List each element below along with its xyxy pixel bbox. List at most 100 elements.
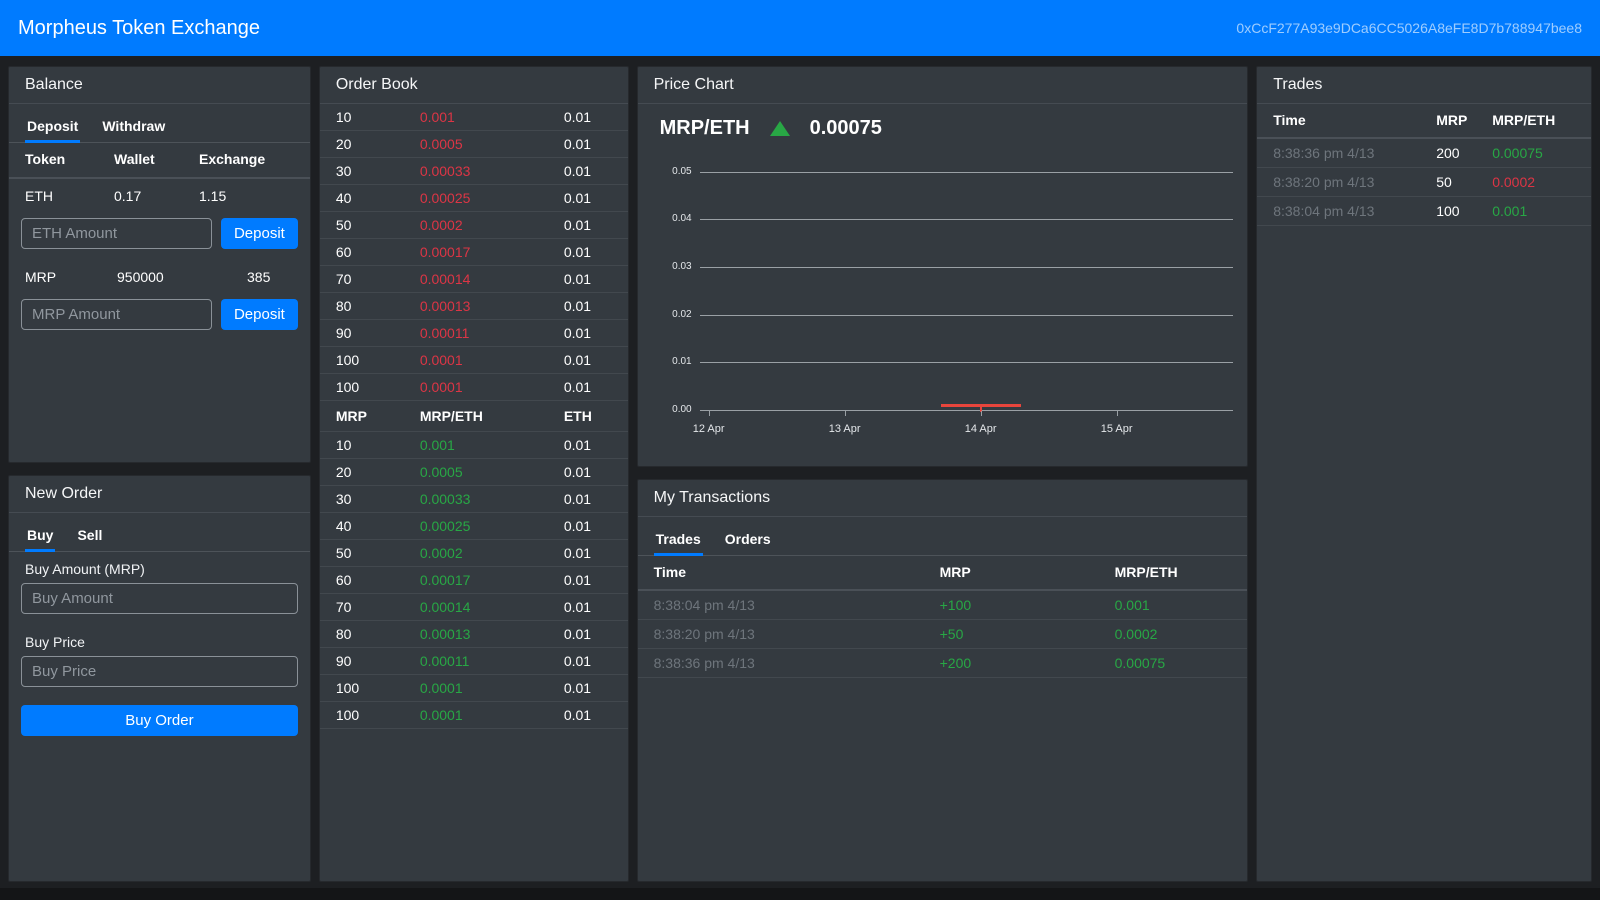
trades-card: Trades Time MRP MRP/ETH 8:38:36 pm 4/13 …	[1256, 66, 1592, 882]
tab-orders[interactable]: Orders	[724, 531, 771, 547]
buy-order-row[interactable]: 30 0.00033 0.01	[319, 486, 628, 513]
x-tick-label: 15 Apr	[1100, 423, 1133, 435]
buy-order-button[interactable]: Buy Order	[21, 705, 298, 736]
order-book-title: Order Book	[319, 67, 628, 104]
order-eth: 0.01	[563, 379, 592, 395]
trade-amount: 200	[1436, 145, 1460, 161]
sell-order-row[interactable]: 10 0.001 0.01	[319, 104, 628, 131]
tab-trades[interactable]: Trades	[653, 525, 703, 556]
buy-order-row[interactable]: 20 0.0005 0.01	[319, 459, 628, 486]
order-eth: 0.01	[563, 491, 592, 507]
eth-deposit-button[interactable]: Deposit	[220, 218, 298, 249]
my-transaction-row: 8:38:20 pm 4/13 +50 0.0002	[637, 620, 1248, 649]
pair-label: MRP/ETH	[659, 117, 750, 139]
sell-order-row[interactable]: 30 0.00033 0.01	[319, 158, 628, 185]
buy-order-row[interactable]: 100 0.0001 0.01	[319, 675, 628, 702]
col-mrp-eth: MRP/ETH	[1492, 112, 1556, 128]
my-transactions-header: Time MRP MRP/ETH	[637, 556, 1248, 591]
order-eth: 0.01	[563, 518, 592, 534]
buy-amount-input[interactable]	[21, 583, 298, 614]
y-tick: 0.04	[672, 213, 692, 224]
order-price: 0.0005	[419, 136, 463, 152]
wallet-address: 0xCcF277A93e9DCa6CC5026A8eFE8D7b788947be…	[1236, 20, 1582, 36]
tx-price: 0.001	[1114, 597, 1150, 613]
sell-order-row[interactable]: 100 0.0001 0.01	[319, 374, 628, 401]
order-amount: 70	[335, 599, 352, 615]
order-amount: 20	[335, 136, 352, 152]
order-amount: 10	[335, 437, 352, 453]
order-price: 0.001	[419, 437, 455, 453]
buy-order-row[interactable]: 70 0.00014 0.01	[319, 594, 628, 621]
order-eth: 0.01	[563, 352, 592, 368]
order-eth: 0.01	[563, 545, 592, 561]
sell-order-row[interactable]: 90 0.00011 0.01	[319, 320, 628, 347]
new-order-card: New Order Buy Sell Buy Amount (MRP) Buy …	[8, 475, 311, 882]
buy-order-row[interactable]: 80 0.00013 0.01	[319, 621, 628, 648]
order-amount: 100	[335, 680, 360, 696]
candle-wick	[979, 406, 982, 412]
trade-price: 0.00075	[1492, 145, 1543, 161]
tab-buy[interactable]: Buy	[25, 521, 56, 552]
buy-amount-label: Buy Amount (MRP)	[25, 561, 145, 577]
sell-order-row[interactable]: 80 0.00013 0.01	[319, 293, 628, 320]
eth-amount-input[interactable]	[21, 218, 212, 249]
buy-order-row[interactable]: 100 0.0001 0.01	[319, 702, 628, 729]
app-title[interactable]: Morpheus Token Exchange	[18, 16, 261, 39]
order-price: 0.001	[419, 109, 455, 125]
tab-deposit[interactable]: Deposit	[25, 112, 81, 143]
x-axis-tick	[980, 411, 982, 416]
my-transaction-row: 8:38:36 pm 4/13 +200 0.00075	[637, 649, 1248, 678]
order-eth: 0.01	[563, 190, 592, 206]
main-content: Balance Deposit Withdraw Token Wallet Ex…	[0, 56, 1600, 882]
order-book-header: MRP MRP/ETH ETH	[319, 401, 628, 432]
eth-wallet-balance: 0.17	[114, 188, 142, 204]
tab-withdraw[interactable]: Withdraw	[102, 118, 166, 134]
mrp-deposit-button[interactable]: Deposit	[220, 299, 298, 330]
trade-time: 8:38:20 pm 4/13	[1273, 174, 1375, 190]
order-amount: 10	[335, 109, 352, 125]
sell-order-row[interactable]: 40 0.00025 0.01	[319, 185, 628, 212]
col-mrp-eth: MRP/ETH	[419, 408, 483, 424]
x-tick-label: 14 Apr	[964, 423, 997, 435]
mrp-amount-input[interactable]	[21, 299, 212, 330]
sell-order-row[interactable]: 70 0.00014 0.01	[319, 266, 628, 293]
x-axis-tick	[708, 411, 710, 416]
tab-sell[interactable]: Sell	[77, 527, 103, 543]
page-bottom-band	[0, 888, 1600, 900]
order-eth: 0.01	[563, 163, 592, 179]
col-wallet: Wallet	[114, 151, 155, 167]
sell-order-row[interactable]: 20 0.0005 0.01	[319, 131, 628, 158]
sell-order-row[interactable]: 50 0.0002 0.01	[319, 212, 628, 239]
order-eth: 0.01	[563, 680, 592, 696]
y-tick: 0.00	[672, 404, 692, 415]
sell-orders-list: 10 0.001 0.01 20 0.0005 0.01 30 0.00033 …	[319, 104, 628, 401]
order-eth: 0.01	[563, 325, 592, 341]
x-tick-label: 12 Apr	[692, 423, 725, 435]
x-axis-line	[699, 410, 1234, 411]
buy-order-row[interactable]: 40 0.00025 0.01	[319, 513, 628, 540]
order-price: 0.00033	[419, 163, 471, 179]
sell-order-row[interactable]: 60 0.00017 0.01	[319, 239, 628, 266]
order-price: 0.0005	[419, 464, 463, 480]
buy-order-row[interactable]: 50 0.0002 0.01	[319, 540, 628, 567]
gridline	[699, 362, 1234, 363]
buy-price-input[interactable]	[21, 656, 298, 687]
y-tick: 0.01	[672, 356, 692, 367]
sell-order-row[interactable]: 100 0.0001 0.01	[319, 347, 628, 374]
buy-price-label: Buy Price	[25, 634, 85, 650]
order-amount: 40	[335, 518, 352, 534]
col-mrp-eth: MRP/ETH	[1114, 564, 1178, 580]
order-price: 0.0001	[419, 707, 463, 723]
order-amount: 60	[335, 244, 352, 260]
buy-order-row[interactable]: 90 0.00011 0.01	[319, 648, 628, 675]
order-price: 0.00014	[419, 271, 471, 287]
eth-balance-row: ETH 0.17 1.15	[9, 179, 310, 213]
order-price: 0.00011	[419, 653, 470, 669]
order-amount: 100	[335, 352, 360, 368]
buy-order-row[interactable]: 60 0.00017 0.01	[319, 567, 628, 594]
x-axis-tick	[844, 411, 846, 416]
new-order-tabs: Buy Sell	[9, 521, 310, 552]
mrp-balance-row: MRP 950000 385	[9, 257, 310, 294]
buy-order-row[interactable]: 10 0.001 0.01	[319, 432, 628, 459]
trades-header: Time MRP MRP/ETH	[1257, 104, 1591, 139]
